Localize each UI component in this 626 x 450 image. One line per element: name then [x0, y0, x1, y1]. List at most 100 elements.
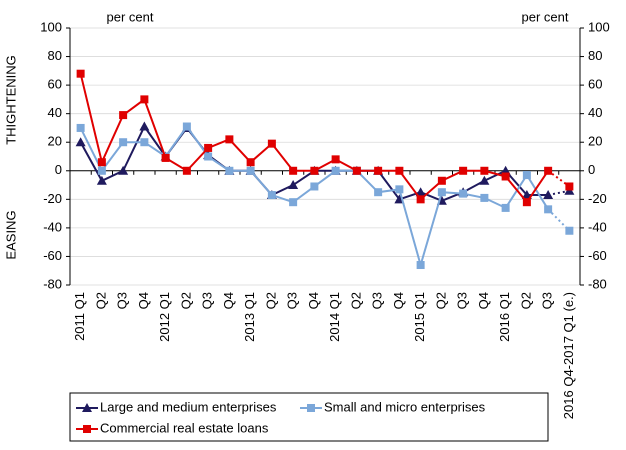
data-point: [310, 166, 319, 175]
x-tick-label: Q2: [433, 292, 448, 309]
data-point: [289, 198, 298, 207]
y2-tick-label: -80: [588, 276, 607, 291]
y-tick-label: -20: [43, 191, 62, 206]
legend-marker: [307, 404, 315, 412]
data-point: [140, 95, 149, 104]
data-point: [97, 158, 106, 167]
y-unit-right: per cent: [522, 9, 569, 24]
y-tick-label: 60: [48, 77, 62, 92]
data-point: [96, 175, 107, 185]
x-tick-label: Q4: [476, 292, 491, 309]
x-tick-label: Q3: [370, 292, 385, 309]
x-tick-label: 2016 Q4-2017 Q1 (e.): [561, 292, 576, 419]
data-point: [544, 166, 553, 175]
data-point: [522, 198, 531, 207]
y-tick-label: 100: [40, 19, 62, 34]
y-unit-left: per cent: [107, 9, 154, 24]
data-point: [437, 188, 446, 197]
data-point: [543, 190, 554, 200]
data-point: [204, 143, 213, 152]
data-point: [416, 261, 425, 270]
data-point: [76, 123, 85, 132]
data-point: [395, 185, 404, 194]
y-tick-label: -40: [43, 219, 62, 234]
x-tick-label: Q4: [306, 292, 321, 309]
x-tick-label: Q3: [285, 292, 300, 309]
series-line: [79, 124, 549, 269]
data-point: [246, 158, 255, 167]
x-tick-label: Q4: [221, 292, 236, 309]
data-point: [76, 69, 85, 78]
data-point: [501, 203, 510, 212]
y2-tick-label: -40: [588, 219, 607, 234]
legend-marker: [83, 425, 91, 433]
x-tick-label: 2015 Q1: [412, 292, 427, 342]
data-point: [119, 138, 128, 147]
data-point: [480, 166, 489, 175]
legend-label: Large and medium enterprises: [100, 399, 277, 414]
data-point: [459, 189, 468, 198]
y2-tick-label: -20: [588, 191, 607, 206]
data-point: [204, 152, 213, 161]
data-point: [565, 182, 574, 191]
data-point: [310, 182, 319, 191]
y2-tick-label: 20: [588, 134, 602, 149]
data-point: [118, 165, 129, 175]
legend-label: Commercial real estate loans: [100, 420, 269, 435]
y2-tick-label: -60: [588, 248, 607, 263]
data-point: [374, 188, 383, 197]
data-point: [75, 137, 86, 147]
y2-tick-label: 40: [588, 105, 602, 120]
y-tick-label: -80: [43, 276, 62, 291]
legend-label: Small and micro enterprises: [324, 399, 486, 414]
data-point: [225, 166, 234, 175]
x-tick-label: 2011 Q1: [72, 292, 87, 341]
data-point: [289, 166, 298, 175]
data-point: [395, 166, 404, 175]
data-point: [416, 195, 425, 204]
y2-tick-label: 100: [588, 19, 610, 34]
x-tick-label: Q2: [263, 292, 278, 309]
data-point: [140, 138, 149, 147]
y-tick-label: 20: [48, 134, 62, 149]
data-point: [501, 172, 510, 181]
data-point: [415, 187, 426, 197]
y-label-bottom: EASING: [3, 210, 18, 259]
data-point: [288, 180, 299, 190]
y2-tick-label: 80: [588, 48, 602, 63]
data-point: [97, 166, 106, 175]
series-line-estimate: [547, 189, 570, 197]
y-label-top: THIGHTENING: [3, 55, 18, 145]
x-tick-label: Q2: [178, 292, 193, 309]
data-point: [437, 176, 446, 185]
y-tick-label: -60: [43, 248, 62, 263]
x-tick-label: Q2: [93, 292, 108, 309]
data-point: [119, 111, 128, 120]
x-tick-label: 2012 Q1: [157, 292, 172, 342]
data-point: [565, 226, 574, 235]
data-point: [161, 153, 170, 162]
legend-marker: [82, 403, 92, 412]
x-tick-label: Q3: [540, 292, 555, 309]
x-tick-label: Q3: [455, 292, 470, 309]
data-point: [182, 122, 191, 131]
x-tick-label: 2013 Q1: [242, 292, 257, 342]
data-point: [267, 191, 276, 200]
data-point: [352, 166, 361, 175]
data-point: [374, 166, 383, 175]
data-point: [522, 171, 531, 180]
y2-tick-label: 0: [588, 162, 595, 177]
data-point: [182, 166, 191, 175]
data-point: [479, 175, 490, 185]
x-tick-label: 2014 Q1: [327, 292, 342, 342]
x-tick-label: Q4: [391, 292, 406, 309]
data-point: [267, 139, 276, 148]
data-point: [225, 135, 234, 144]
data-point: [544, 205, 553, 214]
data-point: [139, 121, 150, 131]
data-point: [331, 166, 340, 175]
x-tick-label: Q4: [136, 292, 151, 309]
y-tick-label: 40: [48, 105, 62, 120]
legend-box: [69, 392, 549, 442]
